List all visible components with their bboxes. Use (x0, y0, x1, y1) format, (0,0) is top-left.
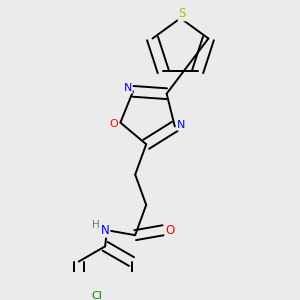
Text: N: N (177, 120, 185, 130)
Text: Cl: Cl (91, 291, 102, 300)
Text: N: N (124, 83, 132, 93)
Text: S: S (178, 8, 186, 20)
Text: N: N (101, 224, 110, 237)
Text: O: O (110, 119, 118, 129)
Text: H: H (92, 220, 99, 230)
Text: O: O (165, 224, 175, 237)
